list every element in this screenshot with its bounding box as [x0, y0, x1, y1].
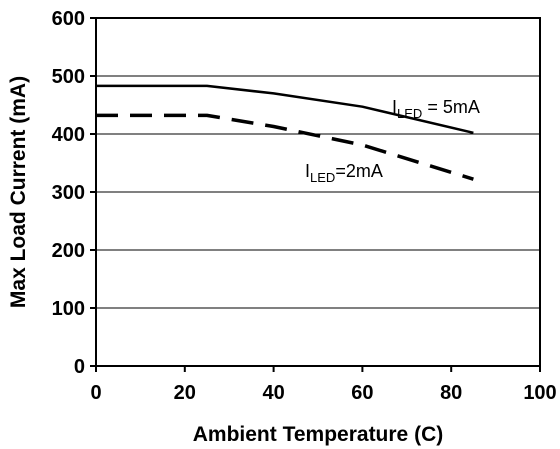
- y-tick-label-300: 300: [52, 182, 85, 204]
- series-line-1: [96, 113, 474, 181]
- x-tick-label-40: 40: [262, 382, 284, 404]
- y-tick-label-100: 100: [52, 298, 85, 320]
- gridlines: [96, 75, 540, 309]
- x-axis-title: Ambient Temperature (C): [193, 423, 443, 446]
- x-tick-label-0: 0: [90, 382, 101, 404]
- y-tick-label-600: 600: [52, 8, 85, 30]
- axis-ticks: [90, 17, 541, 372]
- series-label-5ma: ILED = 5mA: [392, 97, 480, 121]
- y-tick-label-500: 500: [52, 66, 85, 88]
- y-tick-label-0: 0: [74, 356, 85, 378]
- x-tick-label-60: 60: [351, 382, 373, 404]
- tick-labels: 0 100 200 300 400 500 600 0 20 40 60 80 100: [52, 8, 557, 404]
- x-tick-label-20: 20: [174, 382, 196, 404]
- series-line-0: [96, 84, 474, 135]
- series-lines: [96, 84, 474, 181]
- y-axis-title: Max Load Current (mA): [7, 76, 30, 308]
- x-tick-label-100: 100: [523, 382, 556, 404]
- y-tick-label-200: 200: [52, 240, 85, 262]
- series-label-2ma: ILED=2mA: [305, 161, 383, 185]
- x-tick-label-80: 80: [440, 382, 462, 404]
- y-tick-label-400: 400: [52, 124, 85, 146]
